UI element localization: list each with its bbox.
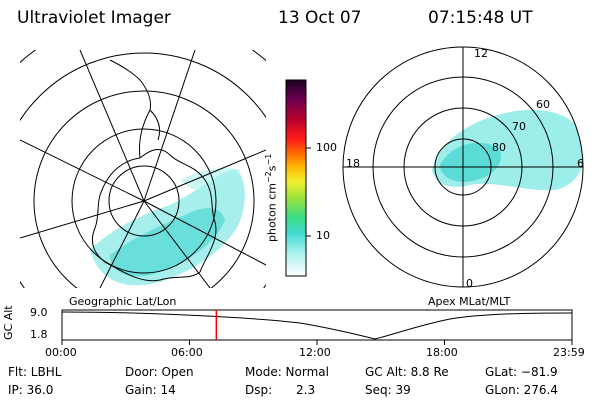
colorbar-tick-10: 10 <box>316 229 330 242</box>
apex-aurora-emission <box>432 109 583 191</box>
door-status: Door: Open <box>125 365 194 379</box>
geo-lat-circles <box>20 50 266 288</box>
apex-map <box>342 46 584 288</box>
gain-status: Gain: 14 <box>125 383 176 397</box>
colorbar-tick-100: 100 <box>316 141 337 154</box>
altitude-curve <box>61 311 573 340</box>
antarctica-coastline <box>92 148 217 282</box>
timeline-ytick-9: 9.0 <box>30 306 48 319</box>
timeline-ytick-1-8: 1.8 <box>30 328 48 341</box>
colorbar <box>285 79 307 277</box>
seq-status: Seq: 39 <box>365 383 411 397</box>
instrument-title: Ultraviolet Imager <box>17 8 171 28</box>
timeline-xtick-0600: 06:00 <box>171 346 203 359</box>
timeline-xtick-1800: 18:00 <box>426 346 458 359</box>
timeline-xtick-2359: 23:59 <box>553 346 585 359</box>
filter-status: Flt: LBHL <box>8 365 62 379</box>
geo-lon-lines <box>20 50 266 288</box>
glon-status: GLon: 276.4 <box>485 383 558 397</box>
date-label: 13 Oct 07 <box>278 8 362 28</box>
mode-status: Mode: Normal <box>245 365 329 379</box>
mlat-60-label: 60 <box>536 98 550 111</box>
gc-alt-status: GC Alt: 8.8 Re <box>365 365 449 379</box>
dsp-label: Dsp: <box>245 383 273 397</box>
colorbar-unit-label: photon cm−2s−1 <box>264 153 279 242</box>
timeline-x-ticks <box>61 340 573 345</box>
mlt-6-label: 6 <box>577 157 584 170</box>
apex-map-caption: Apex MLat/MLT <box>428 295 511 308</box>
mlat-80-label: 80 <box>492 141 506 154</box>
timeline-xtick-1200: 12:00 <box>299 346 331 359</box>
dsp-value: 2.3 <box>296 383 316 397</box>
geo-map-caption: Geographic Lat/Lon <box>69 295 177 308</box>
time-label: 07:15:48 UT <box>428 8 533 28</box>
mlt-0-label: 0 <box>466 277 473 290</box>
glat-status: GLat: −81.9 <box>485 365 558 379</box>
colorbar-ticks <box>306 147 311 237</box>
mlat-70-label: 70 <box>512 120 526 133</box>
timeline-ylabel: GC Alt <box>2 305 15 340</box>
ip-status: IP: 36.0 <box>8 383 54 397</box>
timeline-xtick-0000: 00:00 <box>45 346 77 359</box>
altitude-timeline <box>61 309 573 345</box>
mlt-18-label: 18 <box>346 157 360 170</box>
mlt-12-label: 12 <box>474 47 488 60</box>
geographic-map <box>20 50 266 288</box>
antarctic-peninsula <box>109 59 161 159</box>
